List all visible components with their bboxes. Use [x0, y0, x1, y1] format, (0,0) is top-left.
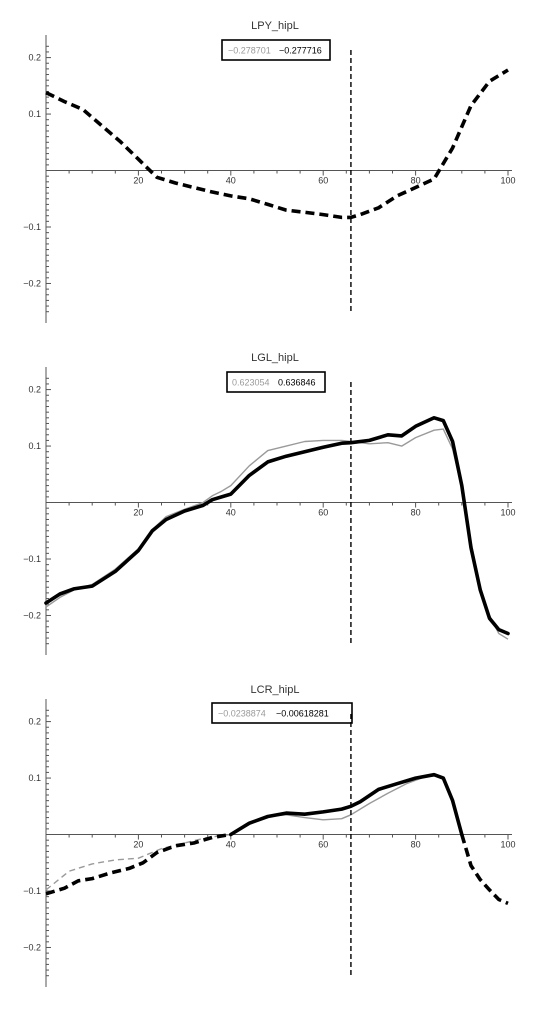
- x-tick-label: 80: [411, 176, 421, 186]
- x-tick-label: 20: [133, 508, 143, 518]
- y-tick-label: 0.2: [28, 717, 41, 727]
- chart-title: LGL_hipL: [251, 352, 299, 364]
- series-line: [460, 833, 509, 906]
- x-tick-label: 100: [500, 176, 515, 186]
- chart-lgl-hipl: LGL_hipL 0.623054 0.636846 20 40 60 80 100 0.…: [23, 352, 516, 655]
- x-tick-label: 40: [226, 176, 236, 186]
- plot-area: 20 40 60 80 100 0.2 0.1 −0.1 −0.2: [23, 35, 516, 323]
- readout-value-right: −0.00618281: [276, 709, 329, 719]
- readout-value-left: −0.278701: [228, 46, 271, 56]
- y-tick-label: −0.2: [23, 610, 41, 620]
- x-tick-label: 40: [226, 508, 236, 518]
- series-line: [44, 415, 510, 636]
- readout-box: [221, 39, 331, 61]
- chart-title: LCR_hipL: [251, 684, 300, 696]
- series-line: [230, 775, 463, 836]
- y-tick-label: 0.2: [28, 53, 41, 63]
- series-line: [45, 833, 231, 891]
- plot-area: 20 40 60 80 100 0.2 0.1 −0.1 −0.2: [23, 367, 516, 655]
- value-readout: 0.623054 0.636846: [226, 371, 326, 393]
- x-tick-label: 60: [318, 508, 328, 518]
- readout-value-left: −0.0238874: [218, 709, 266, 719]
- readout-value-left: 0.623054: [232, 378, 270, 388]
- series-line: [45, 68, 509, 220]
- y-tick-label: 0.1: [28, 441, 41, 451]
- y-tick-label: 0.2: [28, 385, 41, 395]
- chart-title: LPY_hipL: [251, 20, 299, 32]
- x-tick-label: 100: [500, 508, 515, 518]
- x-tick-label: 20: [133, 840, 143, 850]
- series-line: [45, 832, 232, 896]
- value-readout: −0.0238874 −0.00618281: [211, 702, 353, 724]
- chart-lcr-hipl: LCR_hipL −0.0238874 −0.00618281 20 40 60 80…: [23, 684, 516, 987]
- readout-box: [226, 371, 326, 393]
- readout-value-right: −0.277716: [279, 46, 322, 56]
- y-tick-label: 0.1: [28, 773, 41, 783]
- x-tick-label: 100: [500, 840, 515, 850]
- x-tick-label: 20: [133, 176, 143, 186]
- y-tick-label: −0.1: [23, 222, 41, 232]
- y-tick-label: −0.2: [23, 278, 41, 288]
- y-tick-label: −0.1: [23, 886, 41, 896]
- x-tick-label: 80: [411, 840, 421, 850]
- y-tick-label: 0.1: [28, 109, 41, 119]
- y-tick-label: −0.2: [23, 942, 41, 952]
- plot-area: 20 40 60 80 100 0.2 0.1 −0.1 −0.2: [23, 699, 516, 987]
- readout-value-right: 0.636846: [278, 378, 316, 388]
- x-tick-label: 80: [411, 508, 421, 518]
- x-tick-label: 60: [318, 176, 328, 186]
- readout-box: [211, 702, 353, 724]
- x-tick-label: 40: [226, 840, 236, 850]
- x-tick-label: 60: [318, 840, 328, 850]
- series-line: [229, 772, 464, 837]
- y-tick-label: −0.1: [23, 554, 41, 564]
- chart-lpy-hipl: LPY_hipL −0.278701 −0.277716 20 40 60 80 100…: [23, 20, 516, 323]
- value-readout: −0.278701 −0.277716: [221, 39, 331, 61]
